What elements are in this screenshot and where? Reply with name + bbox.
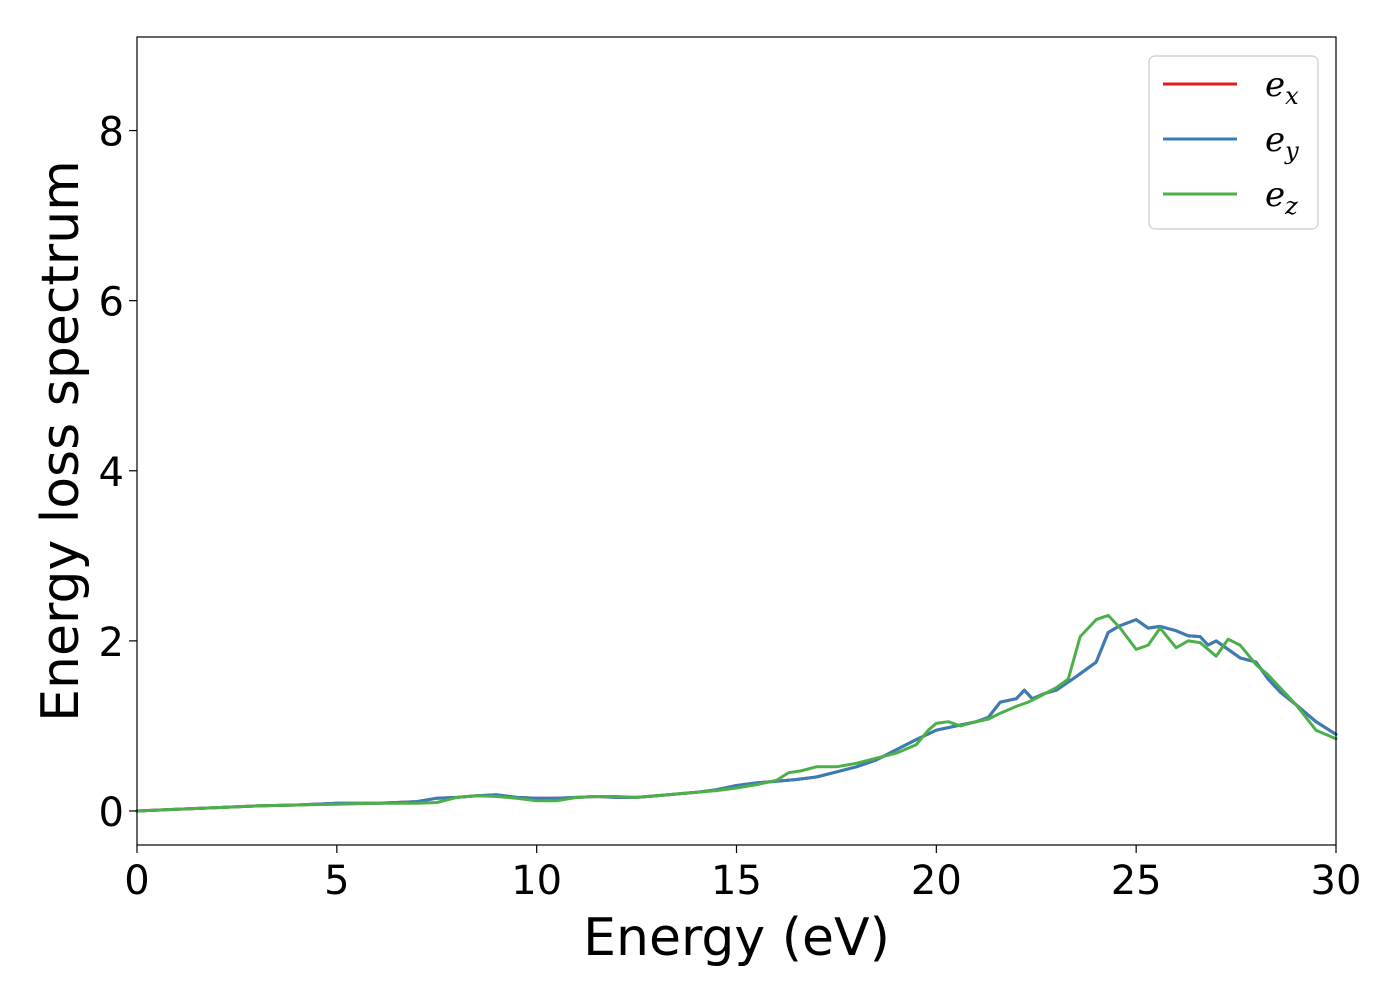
x-tick-label: 30 bbox=[1311, 858, 1362, 904]
series-layer bbox=[135, 613, 1338, 813]
y-tick-label: 2 bbox=[99, 620, 124, 666]
legend: ex ey ez bbox=[1148, 55, 1319, 230]
y-axis-ticks: 0 2 4 6 8 bbox=[99, 110, 137, 836]
x-tick-label: 5 bbox=[324, 858, 349, 904]
x-tick-label: 10 bbox=[511, 858, 562, 904]
legend-box bbox=[1148, 55, 1319, 230]
legend-label-x: ex bbox=[1265, 65, 1299, 110]
x-tick-label: 15 bbox=[711, 858, 762, 904]
y-tick-label: 8 bbox=[99, 110, 124, 156]
y-tick-label: 0 bbox=[99, 790, 124, 836]
legend-label-z: ez bbox=[1265, 175, 1298, 220]
x-tick-label: 25 bbox=[1111, 858, 1162, 904]
legend-label-y: ey bbox=[1265, 120, 1299, 165]
y-axis-title: Energy loss spectrum bbox=[31, 160, 91, 722]
x-tick-label: 20 bbox=[911, 858, 962, 904]
x-axis-ticks: 0 5 10 15 20 25 30 bbox=[124, 845, 1361, 904]
series-line-z bbox=[135, 613, 1338, 813]
y-tick-label: 6 bbox=[99, 280, 124, 326]
x-axis-title: Energy (eV) bbox=[583, 908, 890, 968]
y-tick-label: 4 bbox=[99, 450, 124, 496]
x-tick-label: 0 bbox=[124, 858, 149, 904]
